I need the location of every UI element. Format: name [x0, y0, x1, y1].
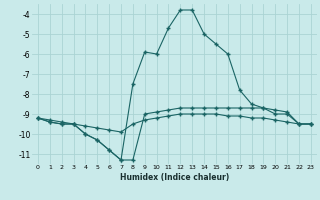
X-axis label: Humidex (Indice chaleur): Humidex (Indice chaleur): [120, 173, 229, 182]
